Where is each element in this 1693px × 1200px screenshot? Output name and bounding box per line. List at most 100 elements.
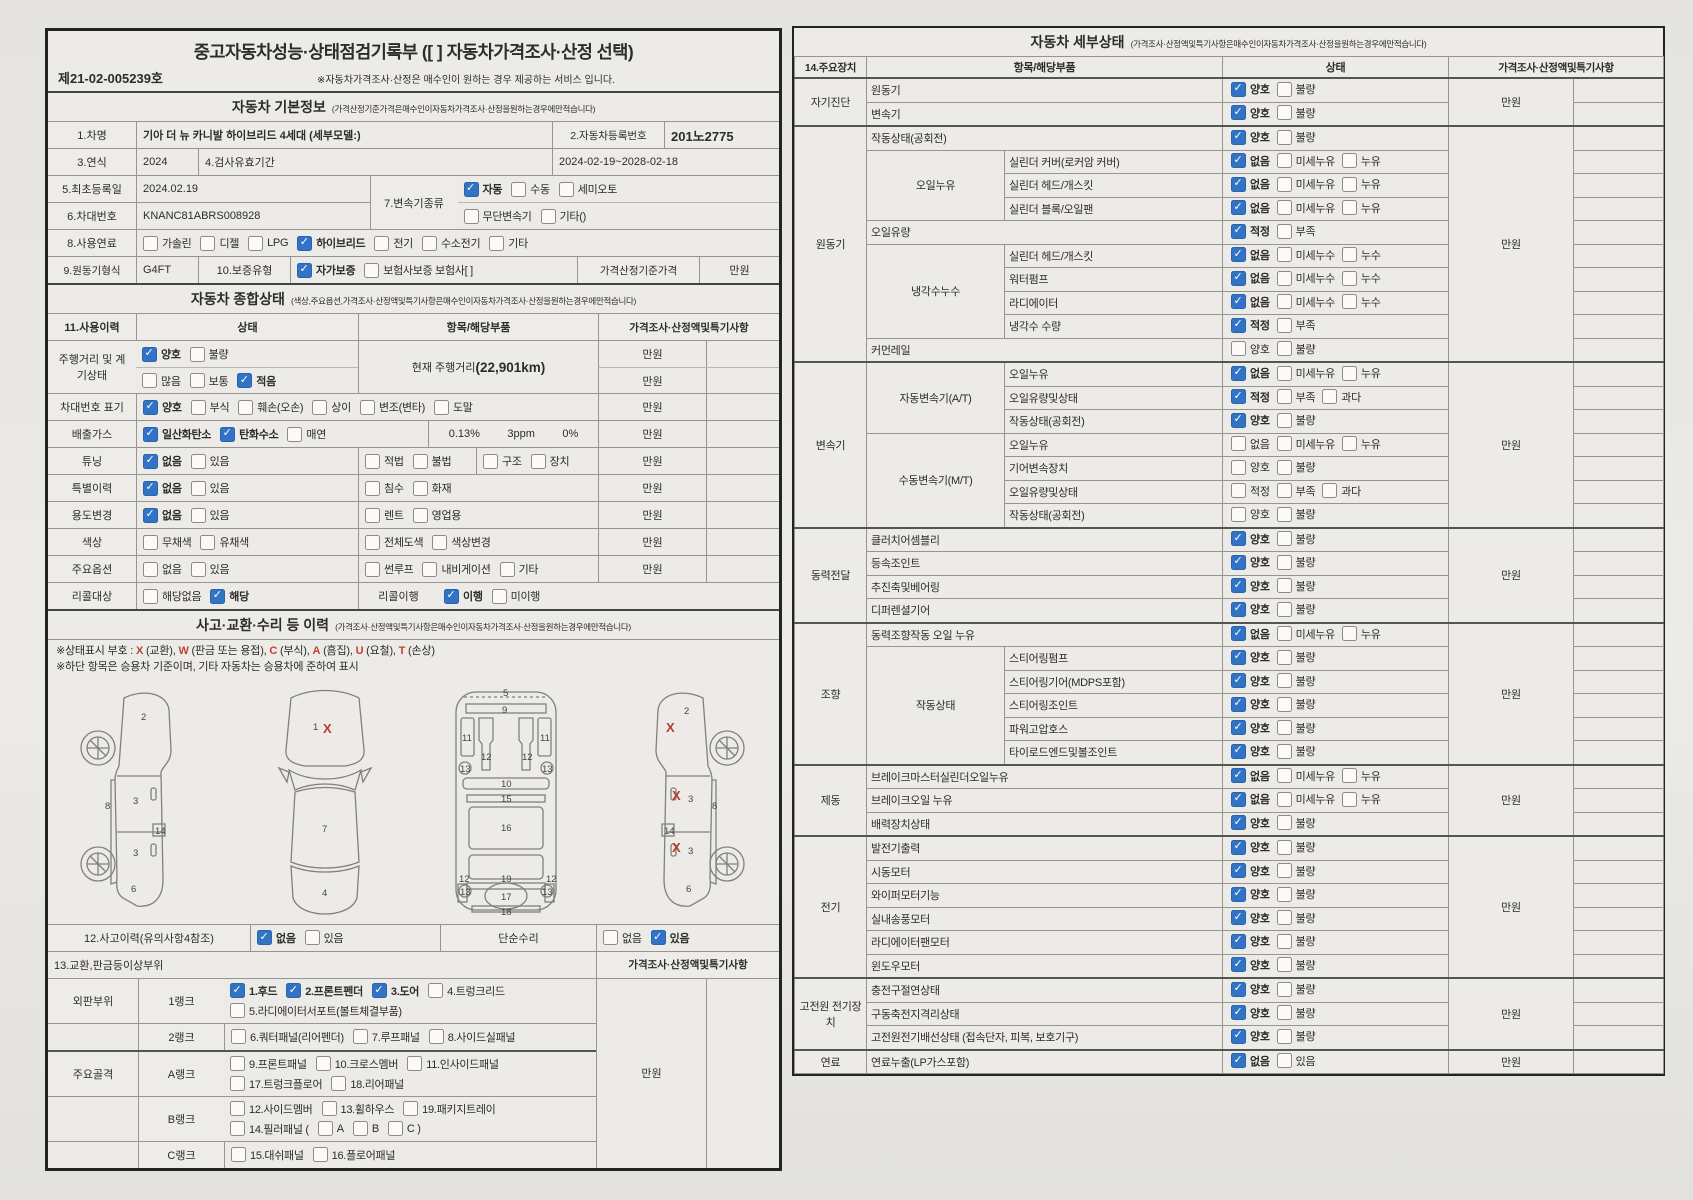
checkbox[interactable] xyxy=(428,983,444,999)
checkbox[interactable] xyxy=(1276,200,1292,215)
checkbox[interactable] xyxy=(1276,365,1292,381)
checkbox[interactable] xyxy=(1231,791,1246,807)
checkbox[interactable] xyxy=(1276,436,1292,451)
checkbox[interactable] xyxy=(1231,933,1246,949)
checkbox[interactable] xyxy=(1231,153,1246,168)
checkbox[interactable] xyxy=(1341,436,1357,451)
checkbox[interactable] xyxy=(1341,270,1357,286)
checkbox[interactable] xyxy=(365,534,380,550)
checkbox[interactable] xyxy=(1231,200,1246,215)
checkbox[interactable] xyxy=(1231,696,1246,712)
checkbox[interactable] xyxy=(1231,910,1246,925)
checkbox[interactable] xyxy=(1231,886,1246,902)
checkbox[interactable] xyxy=(407,1056,423,1072)
checkbox[interactable] xyxy=(1276,317,1292,333)
checkbox[interactable] xyxy=(220,426,236,442)
checkbox[interactable] xyxy=(1231,673,1246,688)
checkbox[interactable] xyxy=(143,453,158,469)
checkbox[interactable] xyxy=(142,346,157,362)
checkbox[interactable] xyxy=(1341,247,1357,262)
checkbox[interactable] xyxy=(1276,743,1292,759)
checkbox[interactable] xyxy=(1276,768,1292,783)
checkbox[interactable] xyxy=(1231,247,1246,262)
checkbox[interactable] xyxy=(511,181,527,197)
checkbox[interactable] xyxy=(1276,957,1292,972)
checkbox[interactable] xyxy=(1276,129,1292,145)
checkbox[interactable] xyxy=(1276,933,1292,949)
checkbox[interactable] xyxy=(1276,223,1292,239)
checkbox[interactable] xyxy=(1231,626,1246,641)
checkbox[interactable] xyxy=(1276,506,1292,522)
checkbox[interactable] xyxy=(1276,1053,1292,1068)
checkbox[interactable] xyxy=(365,453,380,469)
checkbox[interactable] xyxy=(1276,601,1292,617)
checkbox[interactable] xyxy=(483,453,498,469)
checkbox[interactable] xyxy=(403,1101,419,1117)
checkbox[interactable] xyxy=(387,1121,403,1137)
checkbox[interactable] xyxy=(287,426,303,442)
checkbox[interactable] xyxy=(463,181,479,197)
checkbox[interactable] xyxy=(1231,176,1246,192)
checkbox[interactable] xyxy=(1231,863,1246,878)
checkbox[interactable] xyxy=(190,399,206,415)
checkbox[interactable] xyxy=(1276,696,1292,712)
checkbox[interactable] xyxy=(190,561,206,577)
checkbox[interactable] xyxy=(650,930,666,946)
checkbox[interactable] xyxy=(142,373,157,388)
checkbox[interactable] xyxy=(1276,863,1292,878)
checkbox[interactable] xyxy=(304,930,320,946)
checkbox[interactable] xyxy=(1231,649,1246,665)
checkbox[interactable] xyxy=(1276,294,1292,309)
checkbox[interactable] xyxy=(1231,839,1246,855)
checkbox[interactable] xyxy=(1231,341,1246,356)
checkbox[interactable] xyxy=(230,1101,245,1117)
checkbox[interactable] xyxy=(1276,270,1292,286)
checkbox[interactable] xyxy=(1276,981,1292,997)
checkbox[interactable] xyxy=(365,480,380,496)
checkbox[interactable] xyxy=(190,480,206,496)
checkbox[interactable] xyxy=(1231,459,1246,475)
checkbox[interactable] xyxy=(1341,791,1357,807)
checkbox[interactable] xyxy=(189,373,205,388)
checkbox[interactable] xyxy=(231,1029,246,1045)
checkbox[interactable] xyxy=(1231,981,1246,997)
checkbox[interactable] xyxy=(1276,1028,1292,1044)
checkbox[interactable] xyxy=(200,534,216,550)
checkbox[interactable] xyxy=(1276,81,1292,97)
checkbox[interactable] xyxy=(412,453,428,469)
checkbox[interactable] xyxy=(286,983,302,999)
checkbox[interactable] xyxy=(1276,389,1292,404)
checkbox[interactable] xyxy=(499,561,515,577)
checkbox[interactable] xyxy=(365,507,380,523)
checkbox[interactable] xyxy=(1276,341,1292,356)
checkbox[interactable] xyxy=(1341,176,1357,192)
checkbox[interactable] xyxy=(1276,1005,1292,1020)
checkbox[interactable] xyxy=(312,399,328,415)
checkbox[interactable] xyxy=(1276,815,1292,830)
checkbox[interactable] xyxy=(1231,1005,1246,1020)
checkbox[interactable] xyxy=(1231,317,1246,333)
checkbox[interactable] xyxy=(1276,483,1292,498)
checkbox[interactable] xyxy=(1231,270,1246,286)
checkbox[interactable] xyxy=(143,480,158,496)
checkbox[interactable] xyxy=(364,262,380,278)
checkbox[interactable] xyxy=(1231,1053,1246,1068)
checkbox[interactable] xyxy=(1231,365,1246,381)
checkbox[interactable] xyxy=(1276,412,1292,428)
checkbox[interactable] xyxy=(143,235,158,251)
checkbox[interactable] xyxy=(331,1076,347,1092)
checkbox[interactable] xyxy=(1276,720,1292,735)
checkbox[interactable] xyxy=(248,235,264,251)
checkbox[interactable] xyxy=(1231,815,1246,830)
checkbox[interactable] xyxy=(1341,200,1357,215)
checkbox[interactable] xyxy=(432,534,448,550)
checkbox[interactable] xyxy=(297,262,312,278)
checkbox[interactable] xyxy=(297,235,313,251)
checkbox[interactable] xyxy=(463,208,479,224)
checkbox[interactable] xyxy=(1276,459,1292,475)
checkbox[interactable] xyxy=(1341,294,1357,309)
checkbox[interactable] xyxy=(1341,626,1357,641)
checkbox[interactable] xyxy=(1231,483,1246,498)
checkbox[interactable] xyxy=(230,983,245,999)
checkbox[interactable] xyxy=(1231,531,1246,546)
